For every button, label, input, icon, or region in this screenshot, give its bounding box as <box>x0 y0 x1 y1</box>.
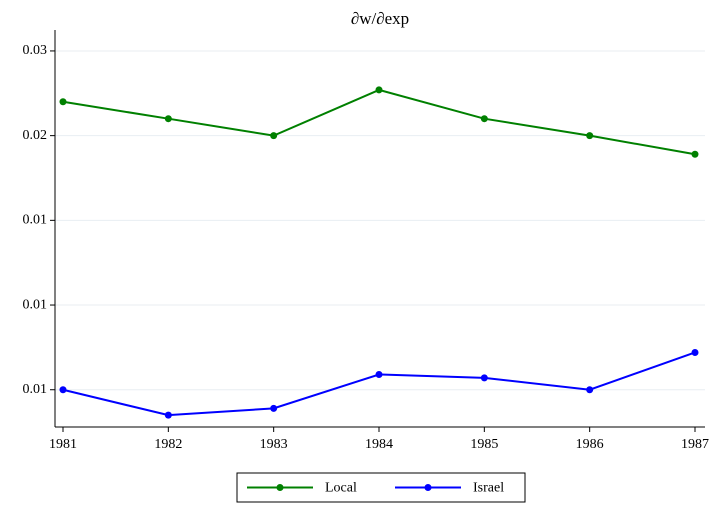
legend-marker <box>276 484 284 491</box>
legend-label: Local <box>325 481 357 496</box>
y-tick-label: 0.03 <box>23 43 48 58</box>
y-tick-label: 0.01 <box>23 382 48 397</box>
y-tick-label: 0.01 <box>23 213 48 228</box>
point <box>375 370 383 378</box>
series-line <box>62 88 696 156</box>
series-line <box>62 351 696 417</box>
x-tick-label: 1986 <box>576 437 604 452</box>
chart-title: ∂w/∂exp <box>351 9 409 28</box>
point <box>59 98 67 106</box>
point <box>164 411 172 419</box>
x-tick-label: 1987 <box>681 437 709 452</box>
point <box>480 115 488 123</box>
x-tick-label: 1981 <box>49 437 77 452</box>
point <box>691 348 699 356</box>
y-tick-label: 0.02 <box>23 128 48 143</box>
x-tick-label: 1983 <box>260 437 288 452</box>
point <box>59 386 67 394</box>
x-tick-label: 1985 <box>470 437 498 452</box>
x-tick-label: 1984 <box>365 437 393 452</box>
y-tick-label: 0.01 <box>23 297 48 312</box>
legend-marker <box>424 484 432 491</box>
point <box>270 132 278 140</box>
point <box>375 86 383 94</box>
point <box>586 386 594 394</box>
point <box>270 404 278 412</box>
point <box>480 374 488 382</box>
point <box>164 115 172 123</box>
x-tick-label: 1982 <box>154 437 182 452</box>
point <box>586 132 594 140</box>
legend-label: Israel <box>473 481 504 496</box>
point <box>691 150 699 158</box>
